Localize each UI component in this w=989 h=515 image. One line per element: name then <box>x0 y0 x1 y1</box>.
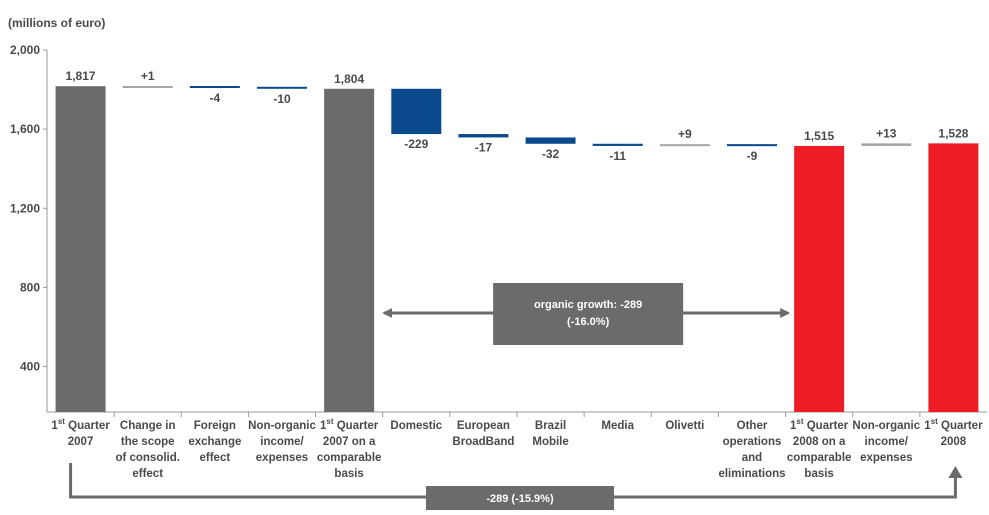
delta-bar <box>122 86 173 89</box>
delta-bar <box>525 137 576 144</box>
y-tick-label: 400 <box>20 360 40 374</box>
bar-value-label: -17 <box>475 140 493 154</box>
category-label: Foreign exchange effect <box>188 420 241 464</box>
total-bar <box>55 86 106 412</box>
category-label: Brazil Mobile <box>532 420 568 448</box>
bar-value-label: -4 <box>210 91 221 105</box>
category-label: Change in the scope of consolid. effect <box>115 420 180 480</box>
category-label: Domestic <box>390 420 442 432</box>
bar-value-label: +9 <box>678 127 692 141</box>
y-tick-label: 800 <box>20 280 40 294</box>
bar-value-label: 1,804 <box>334 72 364 86</box>
delta-bar <box>592 143 643 146</box>
bar-value-label: +1 <box>141 69 155 83</box>
bar-value-label: +13 <box>876 126 897 140</box>
delta-bar <box>391 88 442 135</box>
category-label: Non-organic income/expenses <box>248 420 316 464</box>
bar-value-label: 1,528 <box>938 126 968 140</box>
category-label: European BroadBand <box>452 420 514 448</box>
total-change-label: -289 (-15.9%) <box>486 493 554 505</box>
value-labels-group: 1,817 +1 -4 -10 1,804 -229 -17 -32 -11 +9 -9 1,515 +… <box>66 69 969 163</box>
delta-bar <box>257 86 307 89</box>
total-change-box <box>426 486 614 510</box>
bar-value-label: -9 <box>747 149 758 163</box>
total-bar <box>794 145 845 413</box>
annotations-group: organic growth: -289 (-16.0%) -289 (-15.9%… <box>69 283 963 510</box>
organic-growth-box <box>493 283 684 345</box>
delta-bar <box>861 143 912 146</box>
category-label: Olivetti <box>665 420 704 432</box>
bar-value-label: -229 <box>404 137 428 151</box>
delta-bar <box>189 86 240 89</box>
organic-growth-label: (-16.0%) <box>567 316 610 328</box>
bar-value-label: 1,817 <box>66 69 96 83</box>
total-bar <box>928 143 979 413</box>
bar-value-label: -10 <box>273 92 291 106</box>
organic-growth-label: organic growth: -289 <box>534 299 642 311</box>
delta-bar <box>659 144 710 147</box>
y-tick-label: 1,200 <box>10 201 40 215</box>
category-label: 1st Quarter 2007 on a comparable basis <box>317 417 382 480</box>
bottom-connector-arrowhead <box>948 466 963 478</box>
delta-bar <box>458 134 509 138</box>
y-tick-label: 2,000 <box>10 43 40 57</box>
unit-label: (millions of euro) <box>8 16 105 30</box>
bar-value-label: -11 <box>609 149 626 163</box>
bar-value-label: -32 <box>542 147 560 161</box>
total-bar <box>324 88 375 413</box>
delta-bar <box>727 144 777 147</box>
category-label: Non-organic income/expenses <box>852 420 920 464</box>
category-label: Other operations and eliminations <box>718 420 785 480</box>
y-tick-label: 1,600 <box>10 122 40 136</box>
category-label: 1st Quarter 2008 <box>924 417 983 448</box>
bar-value-label: 1,515 <box>804 129 834 143</box>
category-label: 1st Quarter 2008 on a comparable basis <box>787 417 852 480</box>
bars-group <box>55 86 979 413</box>
category-label: 1st Quarter 2007 <box>51 417 110 448</box>
category-label: Media <box>601 420 634 432</box>
